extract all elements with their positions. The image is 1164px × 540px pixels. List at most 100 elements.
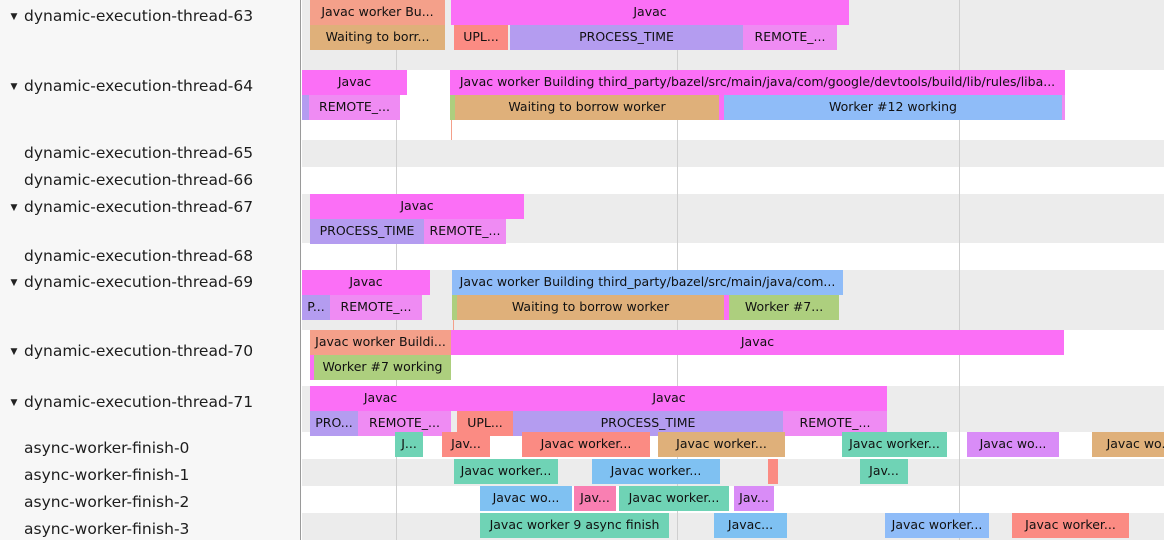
chevron-down-icon[interactable]: ▼ [10,277,18,288]
trace-slice[interactable]: Javac worker Buildi... [310,330,451,355]
track-label-dynamic-execution-thread-71[interactable]: ▼ dynamic-execution-thread-71 [0,391,301,415]
track-label-dynamic-execution-thread-70[interactable]: ▼ dynamic-execution-thread-70 [0,340,301,364]
track-label-async-worker-finish-3[interactable]: ▼async-worker-finish-3 [0,518,301,540]
trace-slice-label: Javac wo... [492,492,560,505]
trace-slice[interactable]: PROCESS_TIME [310,219,424,244]
trace-slice[interactable]: Javac [451,330,1064,355]
trace-slice[interactable]: Javac wo... [1092,432,1164,457]
trace-slice[interactable]: Javac worker... [619,486,729,511]
trace-slice[interactable]: PROCESS_TIME [513,411,783,436]
trace-slice[interactable]: REMOTE_... [358,411,451,436]
trace-slice[interactable] [452,295,457,320]
flow-marker [453,320,454,332]
trace-slice[interactable]: Jav... [574,486,616,511]
chevron-down-icon[interactable]: ▼ [10,202,18,213]
trace-slice[interactable]: UPL... [454,25,508,50]
trace-slice-label: REMOTE_... [799,417,871,430]
trace-slice-label: Javac worker... [540,438,632,451]
track-label-dynamic-execution-thread-66[interactable]: ▼dynamic-execution-thread-66 [0,169,301,193]
trace-slice[interactable]: Javac worker... [592,459,720,484]
trace-slice[interactable]: Javac worker Bu... [310,0,445,25]
track-label-dynamic-execution-thread-64[interactable]: ▼ dynamic-execution-thread-64 [0,75,301,99]
trace-slice[interactable]: Javac worker... [522,432,650,457]
track-label-async-worker-finish-2[interactable]: ▼async-worker-finish-2 [0,491,301,515]
trace-slice[interactable]: Javac wo... [480,486,572,511]
trace-slice-label: REMOTE_... [369,417,440,430]
track-label-gutter: ▼ dynamic-execution-thread-63 ▼ dynamic-exe… [0,0,301,540]
trace-slice[interactable]: Javac [302,270,430,295]
trace-slice-label: Javac worker 9 async finish [489,519,660,532]
trace-slice[interactable]: UPL... [457,411,513,436]
trace-slice[interactable]: Jav... [860,459,908,484]
track-name: dynamic-execution-thread-69 [24,273,254,292]
track-name: dynamic-execution-thread-66 [24,171,254,190]
trace-slice[interactable]: REMOTE_... [424,219,506,244]
trace-slice[interactable] [719,95,724,120]
trace-slice[interactable]: J... [395,432,423,457]
time-gridline [959,0,960,540]
trace-slice[interactable]: Javac worker Building third_party/bazel/… [452,270,843,295]
trace-slice[interactable]: Javac wo... [967,432,1059,457]
trace-slice[interactable]: Waiting to borr... [310,25,445,50]
track-label-dynamic-execution-thread-69[interactable]: ▼ dynamic-execution-thread-69 [0,271,301,295]
trace-slice[interactable]: Javac worker Building third_party/bazel/… [450,70,1065,95]
trace-slice[interactable]: Worker #7... [729,295,839,320]
trace-slice-label: Javac worker Building third_party/bazel/… [459,76,1056,89]
trace-slice[interactable]: Javac [451,386,887,411]
track-name: async-worker-finish-1 [24,466,190,485]
trace-slice[interactable] [302,95,309,120]
trace-slice-label: REMOTE_... [319,101,390,114]
trace-slice[interactable]: Javac worker... [885,513,989,538]
trace-slice[interactable]: REMOTE_... [330,295,422,320]
trace-slice[interactable] [768,459,778,484]
trace-slice[interactable]: Jav... [442,432,490,457]
trace-slice[interactable]: PROCESS_TIME [510,25,743,50]
chevron-down-icon[interactable]: ▼ [10,11,18,22]
trace-slice[interactable]: Javac [451,0,849,25]
track-label-dynamic-execution-thread-65[interactable]: ▼dynamic-execution-thread-65 [0,142,301,166]
trace-slice[interactable]: Javac worker... [842,432,947,457]
trace-slice[interactable] [1062,95,1065,120]
trace-slice-label: Javac worker... [610,465,702,478]
trace-slice[interactable]: Worker #12 working [724,95,1062,120]
track-label-dynamic-execution-thread-63[interactable]: ▼ dynamic-execution-thread-63 [0,5,301,29]
track-label-async-worker-finish-1[interactable]: ▼async-worker-finish-1 [0,464,301,488]
trace-slice[interactable]: REMOTE_... [309,95,400,120]
track-name: async-worker-finish-0 [24,439,190,458]
trace-slice-label: Javac... [727,519,774,532]
trace-slice[interactable]: P... [302,295,330,320]
trace-slice[interactable]: Javac worker... [454,459,558,484]
track-label-async-worker-finish-0[interactable]: ▼async-worker-finish-0 [0,437,301,461]
chevron-down-icon[interactable]: ▼ [10,346,18,357]
trace-slice-label: Javac [337,76,372,89]
trace-slice[interactable] [724,295,729,320]
trace-slice[interactable]: Javac [302,70,407,95]
trace-slice[interactable]: Javac worker 9 async finish [480,513,669,538]
trace-slice-label: Jav... [580,492,610,505]
track-label-dynamic-execution-thread-67[interactable]: ▼ dynamic-execution-thread-67 [0,196,301,220]
trace-slice[interactable]: Javac worker... [1012,513,1129,538]
trace-slice[interactable]: Javac worker... [658,432,785,457]
trace-slice-label: Worker #7 working [322,361,443,374]
trace-slice[interactable] [450,95,455,120]
trace-slice[interactable]: PRO... [310,411,358,436]
trace-slice[interactable] [310,355,314,380]
track-label-dynamic-execution-thread-68[interactable]: ▼dynamic-execution-thread-68 [0,245,301,269]
timeline-canvas[interactable]: Javac worker Bu... Javac Waiting to borr..… [302,0,1164,540]
trace-slice[interactable]: Javac [310,194,524,219]
trace-slice-label: Javac wo... [979,438,1047,451]
track-name: dynamic-execution-thread-68 [24,247,254,266]
trace-slice-label: Javac [349,276,383,289]
trace-slice[interactable]: REMOTE_... [783,411,887,436]
chevron-down-icon[interactable]: ▼ [10,81,18,92]
chevron-down-icon[interactable]: ▼ [10,397,18,408]
trace-slice-label: Waiting to borr... [325,31,430,44]
trace-slice[interactable]: Jav... [734,486,774,511]
trace-slice[interactable]: Waiting to borrow worker [457,295,724,320]
trace-slice[interactable]: Waiting to borrow worker [455,95,719,120]
trace-slice-label: Javac worker... [676,438,767,451]
trace-slice[interactable]: Javac... [714,513,787,538]
trace-slice[interactable]: Worker #7 working [314,355,451,380]
trace-slice[interactable]: REMOTE_... [743,25,837,50]
trace-slice[interactable]: Javac [310,386,451,411]
